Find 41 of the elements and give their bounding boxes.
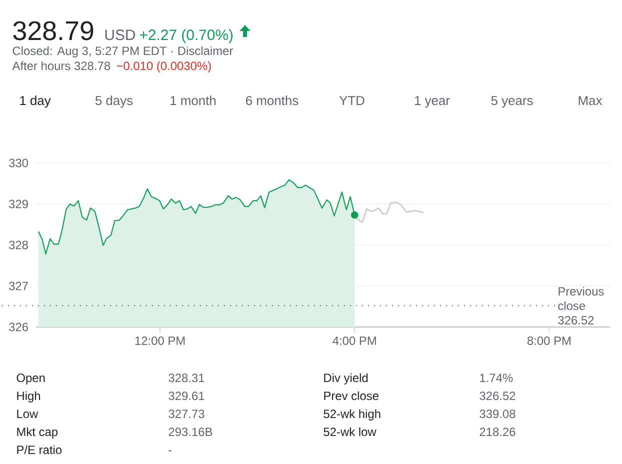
- text: 6 months: [246, 96, 298, 106]
- x-tick-label: 8:00 PM: [527, 336, 570, 345]
- chart-title: 328.79: [13, 21, 94, 40]
- text: Open: [16, 374, 45, 384]
- text: 1 year: [414, 96, 450, 108]
- text: 1 month: [170, 96, 216, 106]
- text: 218.26: [480, 428, 516, 436]
- y-tick-label: 328: [8, 240, 28, 250]
- text: 293.16B: [168, 428, 212, 436]
- text: P/E ratio: [17, 445, 62, 454]
- text: Low: [17, 410, 38, 418]
- x-tick-label: 4:00 PM: [332, 336, 376, 345]
- text: 339.08: [480, 410, 516, 418]
- text: 326.52: [480, 392, 516, 400]
- text: Prev close: [324, 391, 378, 400]
- text: Mkt cap: [17, 427, 58, 438]
- text: 328.31: [168, 374, 204, 382]
- text: YTD: [339, 96, 364, 105]
- text: Max: [578, 96, 602, 106]
- text: 5 years: [491, 96, 533, 108]
- text: -: [168, 450, 172, 452]
- text: Closed: Aug 3, 5:27 PM EDT · Disclaimer: [12, 46, 233, 58]
- x-tick-label: 12:00 PM: [135, 336, 185, 345]
- y-tick-label: 330: [8, 158, 28, 168]
- text: After hours 328.78: [12, 61, 110, 70]
- ref-line-label: Previous close 326.52: [558, 286, 604, 324]
- text: 327.73: [168, 410, 204, 418]
- text: USD: [105, 30, 136, 40]
- text: Div yield: [324, 373, 368, 384]
- text: 52-wk low: [324, 427, 376, 436]
- text: High: [17, 391, 40, 402]
- y-tick-label: 326: [8, 322, 28, 332]
- text: 1 day: [20, 96, 51, 108]
- text: 1.74%: [480, 374, 513, 382]
- text: +2.27 (0.70%): [140, 29, 233, 44]
- text: −0.010 (0.0030%): [116, 61, 211, 72]
- text: 52-wk high: [324, 409, 380, 420]
- text: 329.61: [168, 392, 204, 400]
- text: 5 days: [95, 96, 133, 108]
- y-tick-label: 329: [8, 200, 28, 208]
- y-tick-label: 327: [8, 282, 28, 290]
